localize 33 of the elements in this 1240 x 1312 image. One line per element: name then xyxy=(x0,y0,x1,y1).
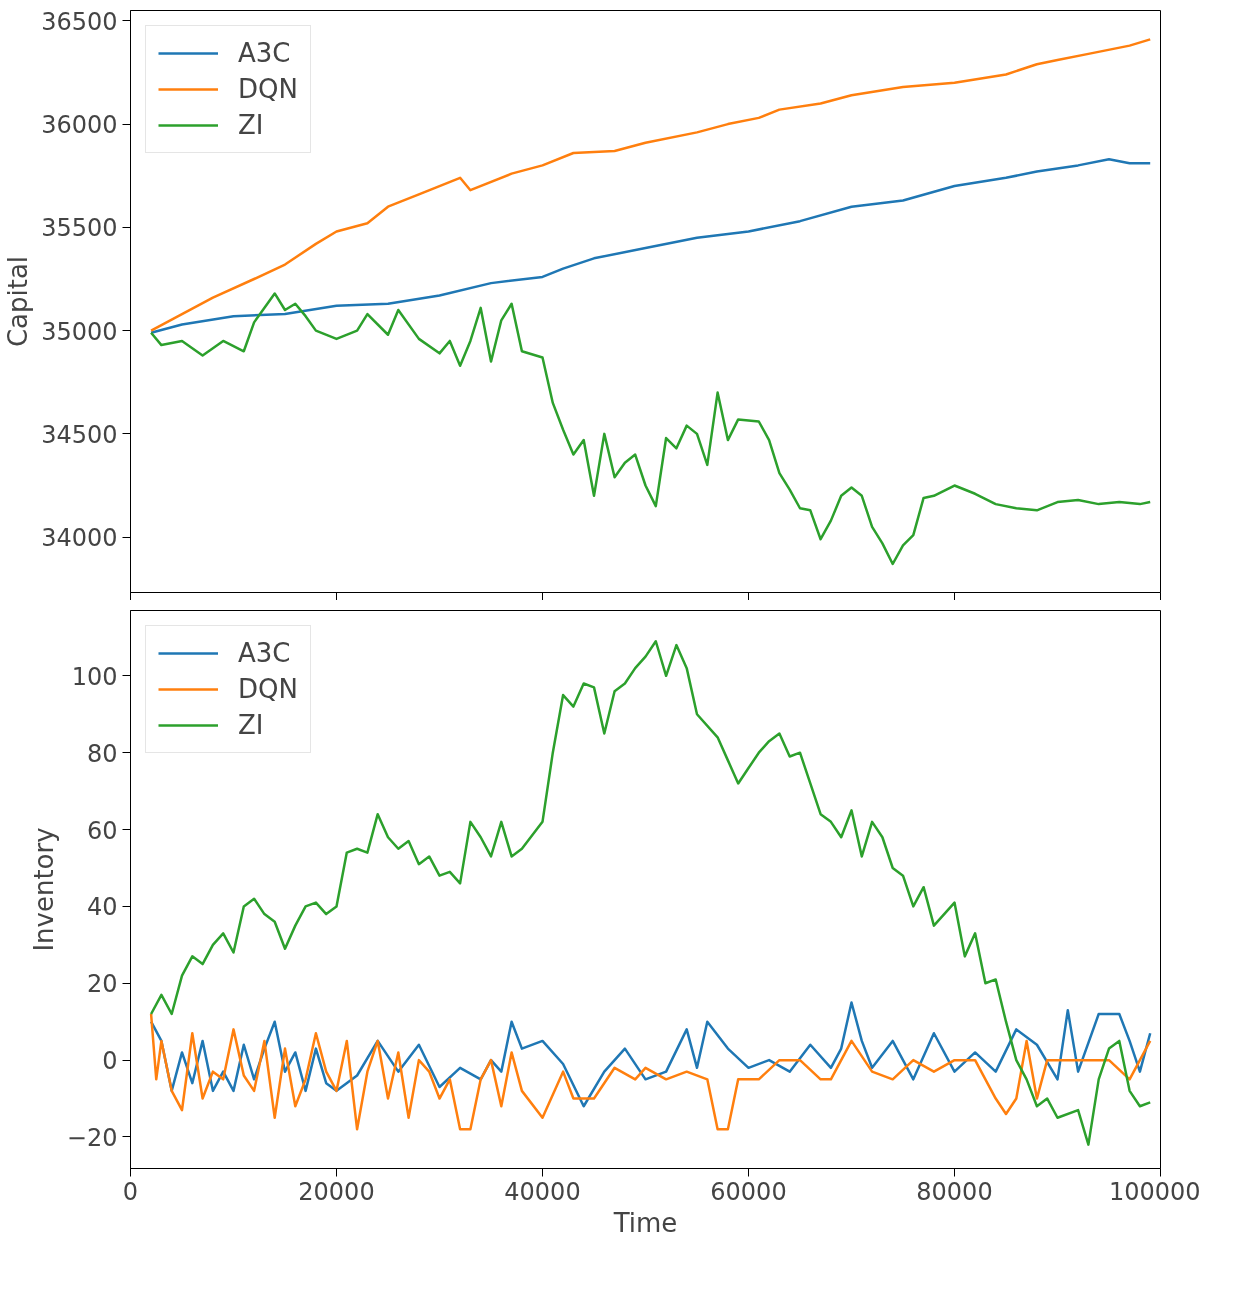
legend-label: DQN xyxy=(238,674,298,704)
x-tick-label: 100000 xyxy=(1108,1177,1201,1206)
y-tick-label: 35000 xyxy=(41,317,118,346)
y-tick-label: 20 xyxy=(86,970,118,999)
x-tick-label: 40000 xyxy=(504,1177,581,1206)
y-tick-label: 36000 xyxy=(41,111,118,140)
y-axis-title: Capital xyxy=(3,255,34,348)
legend-label: DQN xyxy=(238,74,298,104)
y-tick-label: 40 xyxy=(86,893,118,922)
x-tick-label: 60000 xyxy=(710,1177,787,1206)
legend-label: ZI xyxy=(238,710,264,740)
line-series xyxy=(149,292,1152,566)
y-tick-label: 60 xyxy=(86,816,118,845)
line-series xyxy=(149,1012,1152,1131)
x-tick-label: 20000 xyxy=(298,1177,375,1206)
x-tick-label: 80000 xyxy=(916,1177,993,1206)
legend-label: A3C xyxy=(238,38,291,68)
line-series xyxy=(149,639,1152,1146)
y-tick-label: 0 xyxy=(102,1047,118,1076)
x-axis-title: Time xyxy=(612,1207,678,1238)
y-tick-label: 34000 xyxy=(41,524,118,553)
y-tick-label: 36500 xyxy=(41,7,118,36)
y-tick-label: 35500 xyxy=(41,214,118,243)
line-series xyxy=(149,157,1152,334)
y-tick-label: 100 xyxy=(71,662,118,691)
legend-label: ZI xyxy=(238,110,264,140)
y-tick-label: −20 xyxy=(66,1123,118,1152)
line-series xyxy=(149,38,1152,332)
y-tick-label: 34500 xyxy=(41,420,118,449)
legend-label: A3C xyxy=(238,638,291,668)
y-tick-label: 80 xyxy=(86,739,118,768)
y-axis-title: Inventory xyxy=(28,827,59,952)
x-tick-label: 0 xyxy=(122,1177,139,1206)
